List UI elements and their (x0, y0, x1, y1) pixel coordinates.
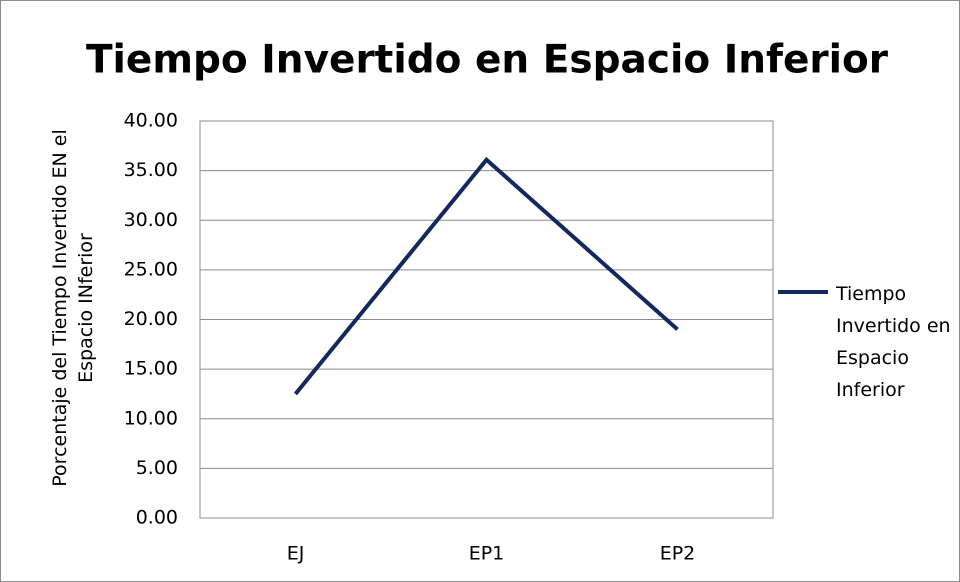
y-tick-label: 30.00 (124, 209, 178, 231)
x-tick-label: EJ (287, 543, 305, 565)
y-tick-label: 5.00 (136, 457, 178, 479)
chart-title: Tiempo Invertido en Espacio Inferior (86, 38, 889, 83)
y-tick-label: 25.00 (124, 258, 178, 280)
series-line (293, 156, 679, 396)
y-tick-label: 40.00 (124, 110, 178, 132)
y-tick-label: 10.00 (124, 407, 178, 429)
y-tick-label: 35.00 (124, 159, 178, 181)
legend-label: Tiempo Invertido en Espacio Inferior (836, 283, 951, 401)
x-tick-label: EP2 (660, 543, 696, 565)
y-axis-label: Porcentaje del Tiempo Invertido EN el Es… (49, 129, 97, 487)
x-tick-label: EP1 (469, 543, 505, 565)
y-tick-label: 0.00 (136, 507, 178, 529)
y-tick-label: 15.00 (124, 358, 178, 380)
y-tick-label: 20.00 (124, 308, 178, 330)
